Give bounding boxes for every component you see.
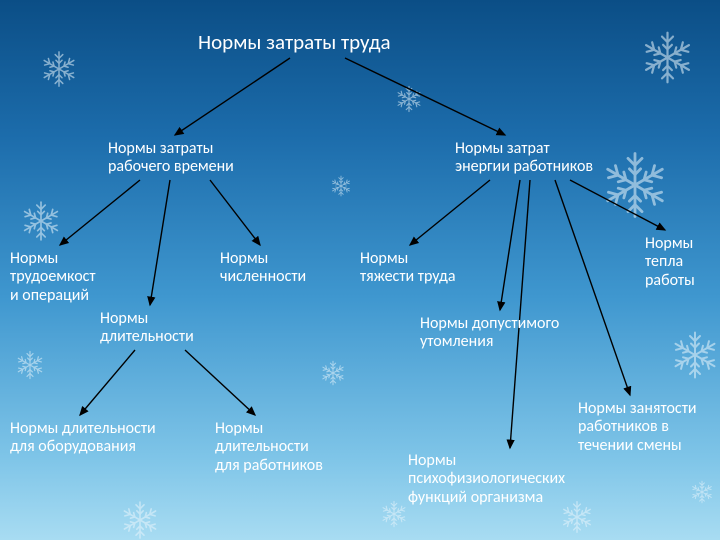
snowflake-icon — [380, 500, 408, 528]
node-n13: Нормы численности — [220, 250, 306, 287]
node-n121: Нормы длительности для оборудования — [10, 420, 156, 457]
node-n24: Нормы занятости работников в течении сме… — [578, 400, 697, 455]
snowflake-icon — [395, 85, 423, 113]
node-n22: Нормы допустимого утомления — [420, 315, 559, 352]
snowflake-icon — [120, 500, 160, 540]
node-n23: Нормы психофизиологических функций орган… — [408, 452, 565, 507]
snowflake-icon — [330, 175, 352, 197]
edge — [80, 350, 135, 415]
edge — [185, 350, 255, 415]
node-n12: Нормы длительности — [100, 310, 194, 347]
node-n122: Нормы длительности для работников — [215, 420, 323, 475]
edge — [175, 58, 290, 135]
snowflake-icon — [20, 200, 62, 242]
node-n1: Нормы затраты рабочего времени — [108, 140, 234, 177]
node-n2: Нормы затрат энергии работников — [455, 140, 593, 177]
edge — [60, 180, 140, 245]
snowflake-icon — [560, 500, 594, 534]
edge — [345, 58, 505, 135]
edge — [210, 180, 260, 245]
node-n21: Нормы тяжести труда — [360, 250, 455, 287]
edge — [150, 180, 170, 305]
edge — [555, 180, 630, 395]
snowflake-icon — [15, 350, 45, 380]
snowflake-icon — [320, 360, 346, 386]
edge — [570, 180, 665, 230]
snowflake-icon — [670, 330, 720, 380]
snowflake-icon — [690, 480, 714, 504]
edge — [410, 180, 490, 245]
diagram-title: Нормы затраты труда — [198, 30, 391, 54]
node-n11: Нормы трудоемкост и операций — [10, 250, 96, 305]
node-n25: Нормы тепла работы — [645, 235, 695, 290]
snowflake-icon — [600, 150, 670, 220]
edge — [500, 180, 520, 310]
snowflake-icon — [640, 30, 695, 85]
snowflake-icon — [40, 50, 78, 88]
